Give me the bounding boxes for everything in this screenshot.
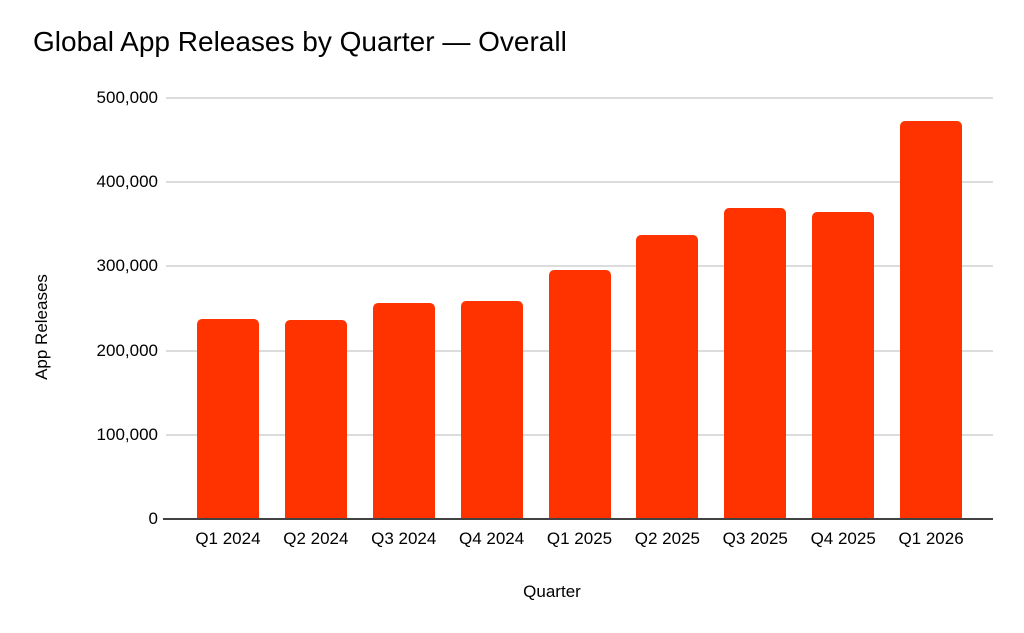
x-tick-label-q1-2025: Q1 2025 bbox=[546, 529, 613, 548]
y-tick-label-500000: 500,000 bbox=[96, 88, 158, 107]
bar-slot bbox=[623, 98, 711, 519]
x-tick-label-q2-2024: Q2 2024 bbox=[283, 529, 349, 548]
x-tick-label-q3-2024: Q3 2024 bbox=[371, 529, 437, 548]
gridline-400000 bbox=[166, 181, 993, 184]
bar-q1-2024 bbox=[196, 318, 259, 519]
bar-q3-2025 bbox=[724, 208, 787, 519]
bar-q2-2025 bbox=[636, 235, 699, 519]
plot-area bbox=[163, 97, 993, 520]
x-axis-line bbox=[163, 518, 993, 520]
gridline-300000 bbox=[166, 265, 993, 268]
x-tick-label-q4-2025: Q4 2025 bbox=[810, 529, 876, 548]
x-tick-label-q1-2024: Q1 2024 bbox=[195, 529, 261, 548]
bar-slot bbox=[448, 98, 536, 519]
y-tick-label-0: 0 bbox=[148, 509, 158, 528]
bar-q2-2024 bbox=[284, 320, 347, 519]
x-tick-label-q3-2025: Q3 2025 bbox=[722, 529, 788, 548]
bar-slot bbox=[711, 98, 799, 519]
y-tick-label-300000: 300,000 bbox=[96, 256, 158, 276]
y-tick-label-100000: 100,000 bbox=[96, 424, 158, 444]
bar-q1-2025 bbox=[548, 269, 611, 519]
x-tick-label-q2-2025: Q2 2025 bbox=[634, 529, 701, 548]
bar-q3-2024 bbox=[372, 302, 435, 519]
bar-slot bbox=[887, 98, 975, 519]
x-tick-label-q1-2026: Q1 2026 bbox=[898, 529, 964, 548]
x-tick-label-q4-2024: Q4 2024 bbox=[459, 529, 525, 548]
bar-slot bbox=[360, 98, 448, 519]
bar-slot bbox=[536, 98, 624, 519]
y-axis-tick-labels: 0 100,000 200,000 300,000 400,000 500,000 bbox=[0, 88, 158, 528]
bar-q4-2024 bbox=[460, 300, 523, 519]
bar-slot bbox=[799, 98, 887, 519]
bar-q4-2025 bbox=[812, 211, 875, 519]
gridline-500000 bbox=[166, 97, 993, 99]
bar-q1-2026 bbox=[900, 120, 963, 519]
y-axis-title: App Releases bbox=[32, 274, 51, 380]
y-tick-label-400000: 400,000 bbox=[96, 172, 158, 192]
bar-slot bbox=[184, 98, 272, 519]
x-axis-tick-labels: Q1 2024 Q2 2024 Q3 2024 Q4 2024 Q1 2025 Q2 20… bbox=[166, 529, 993, 549]
y-tick-label-200000: 200,000 bbox=[96, 340, 158, 360]
bar-slot bbox=[272, 98, 360, 519]
chart-title: Global App Releases by Quarter — Overall bbox=[33, 26, 567, 57]
bar-series bbox=[166, 98, 993, 519]
x-axis-title: Quarter bbox=[523, 582, 581, 601]
